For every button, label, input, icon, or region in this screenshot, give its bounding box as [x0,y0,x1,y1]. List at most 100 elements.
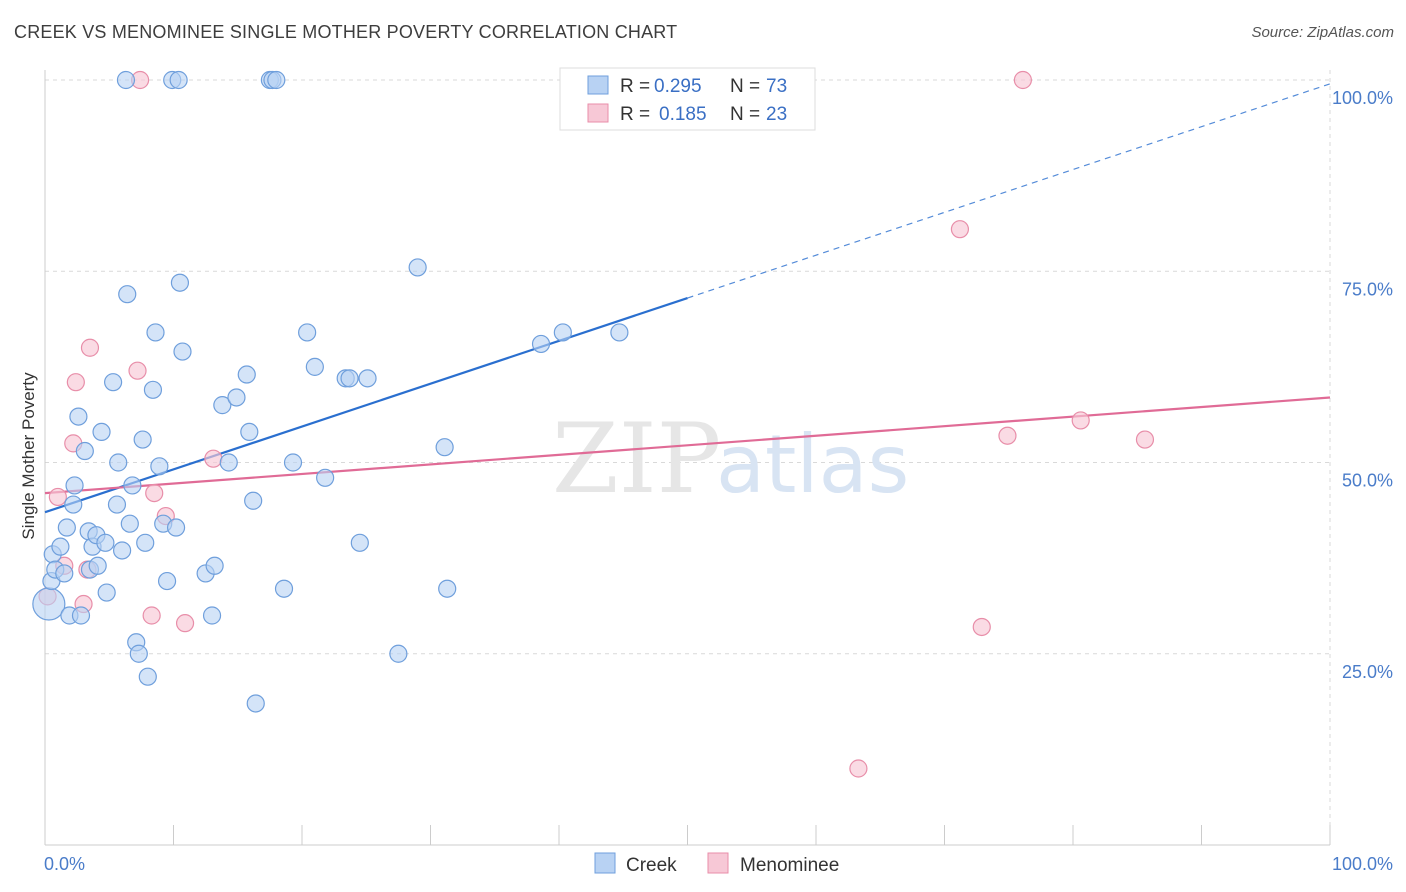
creek-trend-extension [687,83,1331,299]
creek-point [129,644,148,663]
creek-point [358,369,377,388]
creek-point [107,495,127,514]
creek-point [92,422,111,441]
creek-point [118,285,137,304]
creek-point [389,644,408,663]
creek-point [244,491,263,510]
creek-point [305,357,324,376]
creek-point [120,514,139,533]
y-axis-label: Single Mother Poverty [19,372,38,540]
y-tick-label: 75.0% [1342,279,1393,299]
creek-point [157,571,177,591]
creek-point [146,323,165,342]
menominee-point [1135,430,1155,449]
creek-point [88,556,107,575]
creek-point [97,583,116,602]
menominee-trend-line [44,396,1331,495]
creek-point [531,334,551,354]
legend-creek-r-label: R = [620,76,650,97]
menominee-point [175,614,195,633]
legend-menominee-swatch [587,103,609,123]
y-tick-label: 100.0% [1332,88,1393,108]
creek-point [112,541,132,560]
x-tick-labels: 0.0% 100.0% [44,854,1393,874]
menominee-point [142,606,161,625]
creek-point [283,453,303,472]
creek-point [274,579,294,598]
creek-point [173,342,192,361]
menominee-point [48,487,67,507]
legend-creek-r-value: 0.295 [654,76,702,97]
creek-point [55,564,74,583]
creek-point [138,667,157,686]
creek-point [298,323,317,342]
creek-point [316,468,335,487]
menominee-point [128,361,147,380]
x-tick-label-max: 100.0% [1332,854,1393,874]
menominee-point [849,759,868,778]
bottom-legend-menominee-swatch [707,852,729,874]
top-legend: R = 0.295 N = 73 R = 0.185 N = 23 [559,67,816,131]
creek-point [51,537,70,556]
y-tick-label: 25.0% [1342,662,1393,682]
menominee-point [80,338,100,357]
creek-point [123,476,142,495]
bottom-legend-creek-swatch [594,852,616,874]
y-tick-labels: 25.0% 50.0% 75.0% 100.0% [1332,88,1393,682]
watermark-atlas: atlas [716,418,909,511]
creek-point [350,533,369,552]
creek-point [75,441,94,461]
trend-lines [44,83,1331,514]
creek-point [408,258,427,277]
creek-point [240,422,259,441]
creek-point [71,606,91,625]
menominee-point [998,426,1017,445]
creek-point [267,70,286,90]
axes [44,70,1331,846]
creek-point [32,587,66,621]
menominee-point [145,484,164,503]
menominee-point [1013,70,1032,90]
creek-point [227,388,246,407]
creek-point [553,323,572,342]
creek-point [205,556,224,575]
creek-point [438,579,457,598]
creek-point [340,369,359,388]
menominee-point [950,220,970,239]
bottom-legend: Creek Menominee [594,852,839,876]
creek-point [96,533,115,552]
creek-point [610,323,629,342]
creek-point [150,457,169,476]
creek-point [213,396,232,415]
creek-point [435,438,454,457]
legend-menominee-r-label: R = [620,104,650,125]
menominee-point [1071,411,1090,430]
bottom-legend-creek-label: Creek [626,855,677,876]
watermark-zip: ZIP [552,403,721,515]
creek-point [136,533,155,552]
menominee-point [972,617,991,637]
data-points [32,70,1155,778]
legend-menominee-r-value: 0.185 [659,104,707,125]
creek-trend-line [44,296,688,514]
creek-point [246,694,265,713]
creek-point [116,70,136,90]
legend-creek-swatch [587,75,609,95]
creek-point [219,453,238,472]
creek-point [166,518,186,537]
creek-point [64,495,83,514]
legend-menominee-n-label: N = [730,104,760,125]
chart-title: CREEK VS MENOMINEE SINGLE MOTHER POVERTY… [14,22,678,42]
creek-point [170,273,190,292]
creek-point [202,606,222,625]
creek-point [143,380,163,399]
legend-creek-n-label: N = [730,76,760,97]
bottom-legend-menominee-label: Menominee [740,855,839,876]
legend-creek-n-value: 73 [766,76,787,97]
creek-point [104,373,123,392]
creek-point [69,407,88,426]
creek-point [109,453,128,472]
source-label: Source: ZipAtlas.com [1251,24,1394,41]
menominee-point [204,449,223,468]
